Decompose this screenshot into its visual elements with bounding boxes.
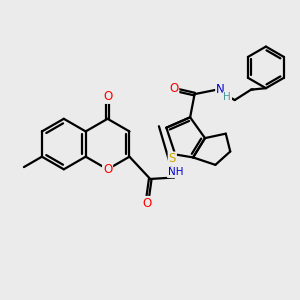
Text: S: S [169, 152, 176, 165]
Text: O: O [143, 197, 152, 210]
Text: O: O [169, 82, 178, 95]
Text: H: H [224, 92, 231, 102]
Text: O: O [103, 163, 112, 176]
Text: O: O [103, 90, 112, 103]
Text: NH: NH [168, 167, 183, 177]
Text: N: N [216, 83, 225, 96]
